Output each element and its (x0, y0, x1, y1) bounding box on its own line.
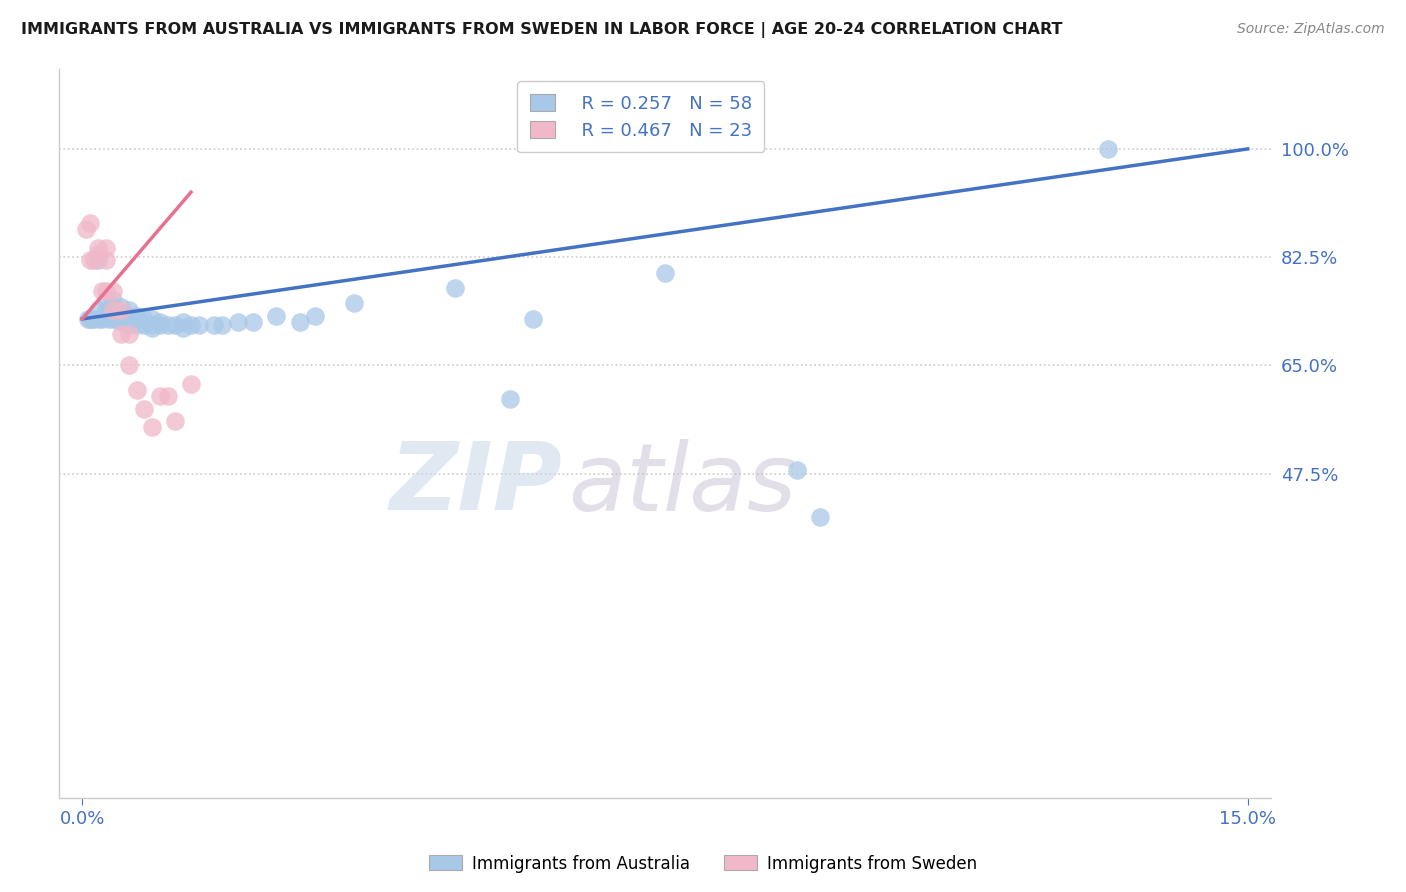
Point (118, 309, 141, 323)
Point (75, 222, 97, 236)
Point (165, 414, 187, 428)
Text: Source: ZipAtlas.com: Source: ZipAtlas.com (1237, 22, 1385, 37)
Point (103, 300, 125, 314)
Point (110, 300, 132, 314)
Point (114, 315, 136, 329)
Legend:   R = 0.257   N = 58,   R = 0.467   N = 23: R = 0.257 N = 58, R = 0.467 N = 23 (517, 81, 765, 153)
Point (94, 309, 117, 323)
Point (118, 318, 141, 332)
Point (125, 383, 148, 397)
Point (103, 284, 125, 298)
Point (94, 309, 117, 323)
Point (118, 312, 141, 326)
Point (141, 318, 163, 332)
Point (165, 318, 187, 332)
Point (266, 309, 288, 323)
Point (118, 302, 141, 317)
Legend: Immigrants from Australia, Immigrants from Sweden: Immigrants from Australia, Immigrants fr… (422, 848, 984, 880)
Point (149, 389, 172, 403)
Point (83, 312, 105, 326)
Point (94, 241, 117, 255)
Point (125, 309, 148, 323)
Point (187, 318, 209, 332)
Point (141, 321, 163, 335)
Text: ZIP: ZIP (389, 438, 562, 531)
Point (103, 302, 125, 317)
Point (304, 309, 326, 323)
Point (98, 312, 121, 326)
Point (498, 392, 520, 407)
Text: IMMIGRANTS FROM AUSTRALIA VS IMMIGRANTS FROM SWEDEN IN LABOR FORCE | AGE 20-24 C: IMMIGRANTS FROM AUSTRALIA VS IMMIGRANTS … (21, 22, 1063, 38)
Point (110, 309, 132, 323)
Point (79, 253, 101, 268)
Point (180, 318, 202, 332)
Point (87, 247, 110, 261)
Point (90, 312, 112, 326)
Point (94, 284, 117, 298)
Point (810, 509, 832, 524)
Point (654, 266, 676, 280)
Point (103, 309, 125, 323)
Point (118, 327, 141, 342)
Point (1097, 142, 1119, 156)
Point (156, 318, 179, 332)
Point (87, 241, 110, 255)
Point (87, 302, 110, 317)
Point (79, 312, 101, 326)
Point (77, 312, 100, 326)
Point (125, 318, 148, 332)
Point (94, 293, 117, 308)
Point (134, 401, 156, 416)
Point (226, 315, 249, 329)
Point (110, 327, 132, 342)
Point (180, 376, 202, 391)
Point (87, 253, 110, 268)
Point (105, 312, 128, 326)
Point (288, 315, 311, 329)
Point (211, 318, 233, 332)
Point (156, 389, 179, 403)
Point (110, 315, 132, 329)
Point (103, 293, 125, 308)
Point (172, 315, 194, 329)
Point (343, 296, 366, 310)
Point (134, 318, 156, 332)
Point (522, 312, 544, 326)
Point (149, 315, 172, 329)
Point (141, 312, 163, 326)
Point (80, 312, 103, 326)
Point (141, 420, 163, 434)
Point (103, 302, 125, 317)
Point (89, 312, 111, 326)
Point (118, 359, 141, 373)
Point (110, 302, 132, 317)
Point (94, 253, 117, 268)
Text: atlas: atlas (568, 439, 796, 530)
Point (242, 315, 264, 329)
Point (786, 463, 808, 477)
Point (134, 312, 156, 326)
Point (94, 302, 117, 317)
Point (103, 312, 125, 326)
Point (79, 216, 101, 230)
Point (125, 312, 148, 326)
Point (172, 321, 194, 335)
Point (202, 318, 225, 332)
Point (83, 253, 105, 268)
Point (444, 281, 467, 295)
Point (90, 284, 112, 298)
Point (149, 318, 172, 332)
